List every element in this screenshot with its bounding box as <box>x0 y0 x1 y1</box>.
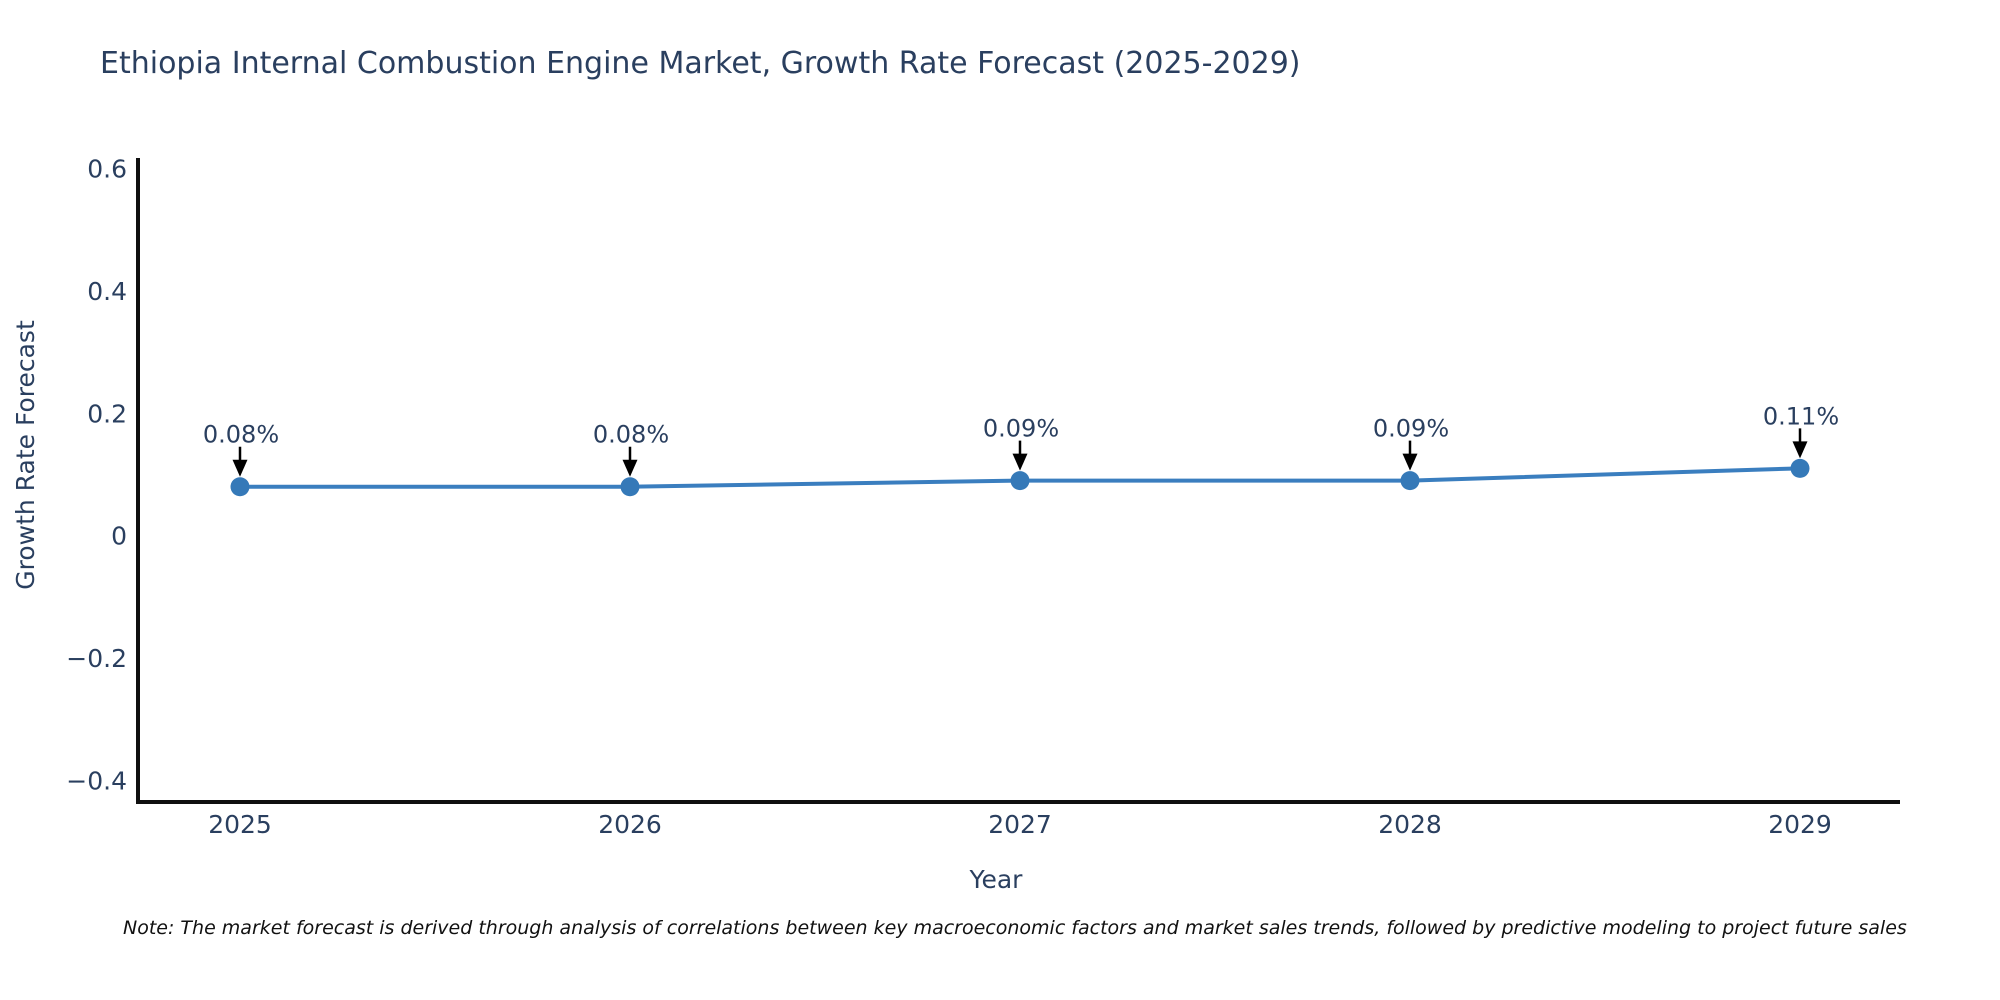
y-axis-title: Growth Rate Forecast <box>11 320 40 590</box>
y-tick-label: −0.2 <box>66 644 127 673</box>
point-annotation-label: 0.11% <box>1763 402 1839 430</box>
annotation-arrowhead-icon <box>232 459 248 477</box>
data-point-marker <box>1400 471 1420 491</box>
y-tick-label: 0.2 <box>87 399 127 428</box>
data-point-marker <box>620 477 640 497</box>
x-tick-label: 2029 <box>1768 810 1832 839</box>
annotation-arrowhead-icon <box>1792 441 1808 459</box>
x-tick-label: 2025 <box>208 810 272 839</box>
point-annotation-label: 0.09% <box>983 415 1059 443</box>
point-annotation-label: 0.09% <box>1373 415 1449 443</box>
data-point-marker <box>1010 471 1030 491</box>
y-tick-label: 0.4 <box>87 277 127 306</box>
point-annotation-label: 0.08% <box>203 421 279 449</box>
y-tick-label: 0 <box>111 522 127 551</box>
data-point-marker <box>1790 458 1810 478</box>
x-tick-label: 2026 <box>598 810 662 839</box>
y-tick-label: −0.4 <box>66 767 127 796</box>
y-tick-label: 0.6 <box>87 154 127 183</box>
chart-title: Ethiopia Internal Combustion Engine Mark… <box>100 46 1301 81</box>
x-tick-label: 2028 <box>1378 810 1442 839</box>
footnote: Note: The market forecast is derived thr… <box>123 917 1907 939</box>
annotation-arrowhead-icon <box>1402 453 1418 471</box>
data-point-marker <box>230 477 250 497</box>
x-axis-title: Year <box>969 865 1024 894</box>
annotation-arrowhead-icon <box>1012 453 1028 471</box>
annotation-arrowhead-icon <box>622 459 638 477</box>
point-annotation-label: 0.08% <box>593 421 669 449</box>
x-tick-label: 2027 <box>988 810 1052 839</box>
